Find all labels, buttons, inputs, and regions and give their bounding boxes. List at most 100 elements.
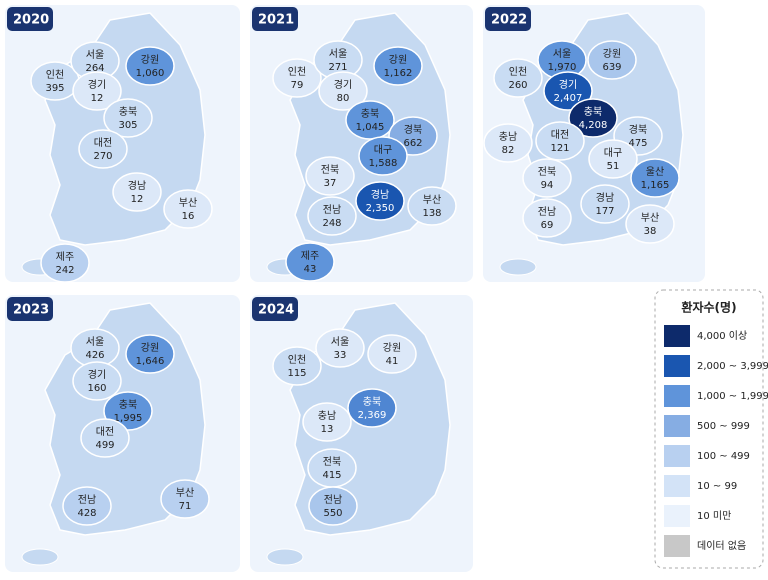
- region-value: 1,995: [114, 413, 143, 424]
- region-shape: [625, 204, 675, 244]
- legend-swatch: [664, 385, 690, 407]
- region-name: 부산: [176, 487, 194, 499]
- region-value: 82: [502, 145, 515, 156]
- region-value: 38: [644, 226, 657, 237]
- region-shape: [285, 242, 335, 282]
- region-value: 71: [179, 501, 192, 512]
- legend-swatch: [664, 475, 690, 497]
- region-name: 서울: [86, 336, 104, 348]
- region-shape: [80, 418, 130, 458]
- region-shape: [307, 196, 357, 236]
- region-shape: [358, 136, 408, 176]
- region-value: 79: [291, 80, 304, 91]
- region-name: 경북: [629, 123, 647, 136]
- region-value: 1,970: [548, 62, 577, 73]
- region-value: 260: [508, 80, 527, 91]
- region-value: 395: [45, 83, 64, 94]
- region-name: 대전: [551, 129, 569, 141]
- region-value: 121: [550, 143, 569, 154]
- region-name: 부산: [179, 197, 197, 209]
- region-name: 경북: [404, 123, 422, 136]
- region-name: 강원: [389, 54, 407, 66]
- region-name: 울산: [646, 166, 664, 178]
- legend-swatch: [664, 535, 690, 557]
- region-name: 경기: [334, 78, 352, 91]
- region-value: 305: [118, 120, 137, 131]
- region-name: 전북: [321, 164, 339, 176]
- region-name: 충북: [361, 108, 379, 120]
- legend-swatch: [664, 355, 690, 377]
- region-name: 전남: [78, 494, 96, 506]
- region-name: 강원: [383, 342, 401, 354]
- legend-label: 2,000 ~ 3,999: [697, 361, 768, 372]
- region-name: 인천: [288, 354, 306, 366]
- jeju-island: [21, 548, 59, 566]
- region-name: 서울: [553, 48, 571, 60]
- region-name: 경기: [88, 78, 106, 91]
- region-name: 서울: [86, 49, 104, 61]
- year-label: 2024: [258, 303, 294, 318]
- region-value: 2,407: [554, 93, 583, 104]
- region-name: 강원: [141, 342, 159, 354]
- region-value: 426: [85, 350, 104, 361]
- region-shape: [345, 100, 395, 140]
- region-shape: [308, 486, 358, 526]
- region-value: 115: [287, 368, 306, 379]
- region-value: 51: [607, 161, 620, 172]
- region-shape: [355, 181, 405, 221]
- region-name: 경기: [88, 368, 106, 381]
- region-name: 제주: [301, 250, 319, 262]
- region-value: 1,162: [384, 68, 413, 79]
- region-name: 대전: [96, 426, 114, 438]
- legend-swatch: [664, 505, 690, 527]
- region-shape: [125, 46, 175, 86]
- legend-label: 500 ~ 999: [697, 421, 750, 432]
- region-shape: [62, 486, 112, 526]
- region-name: 전북: [323, 456, 341, 468]
- region-shape: [302, 402, 352, 442]
- region-value: 160: [87, 383, 106, 394]
- year-badge: [252, 297, 298, 321]
- region-name: 대구: [604, 147, 622, 159]
- region-value: 69: [541, 220, 554, 231]
- region-name: 충남: [499, 131, 517, 143]
- legend-swatch: [664, 415, 690, 437]
- region-value: 2,350: [366, 203, 395, 214]
- year-badge: [252, 7, 298, 31]
- region-value: 550: [323, 508, 342, 519]
- region-value: 16: [182, 211, 195, 222]
- region-value: 12: [91, 93, 104, 104]
- region-shape: [160, 479, 210, 519]
- region-value: 271: [328, 62, 347, 73]
- region-value: 4,208: [579, 120, 608, 131]
- region-shape: [103, 98, 153, 138]
- region-value: 662: [403, 138, 422, 149]
- jeju-island: [499, 258, 537, 276]
- region-value: 13: [321, 424, 334, 435]
- region-shape: [112, 172, 162, 212]
- region-name: 부산: [641, 212, 659, 224]
- region-name: 대구: [374, 144, 392, 156]
- region-name: 전북: [538, 166, 556, 178]
- region-value: 80: [337, 93, 350, 104]
- region-name: 경남: [371, 188, 389, 201]
- region-shape: [483, 123, 533, 163]
- legend-label: 10 ~ 99: [697, 481, 737, 492]
- region-shape: [630, 158, 680, 198]
- region-shape: [72, 71, 122, 111]
- region-value: 639: [602, 62, 621, 73]
- year-badge: [7, 7, 53, 31]
- year-label: 2023: [13, 303, 49, 318]
- region-name: 대전: [94, 137, 112, 149]
- region-shape: [568, 98, 618, 138]
- region-name: 경기: [559, 78, 577, 91]
- region-shape: [493, 58, 543, 98]
- region-value: 2,369: [358, 410, 387, 421]
- region-shape: [373, 46, 423, 86]
- region-value: 270: [93, 151, 112, 162]
- region-value: 415: [322, 470, 341, 481]
- region-name: 충북: [363, 396, 381, 408]
- region-shape: [543, 71, 593, 111]
- region-shape: [272, 58, 322, 98]
- region-shape: [78, 129, 128, 169]
